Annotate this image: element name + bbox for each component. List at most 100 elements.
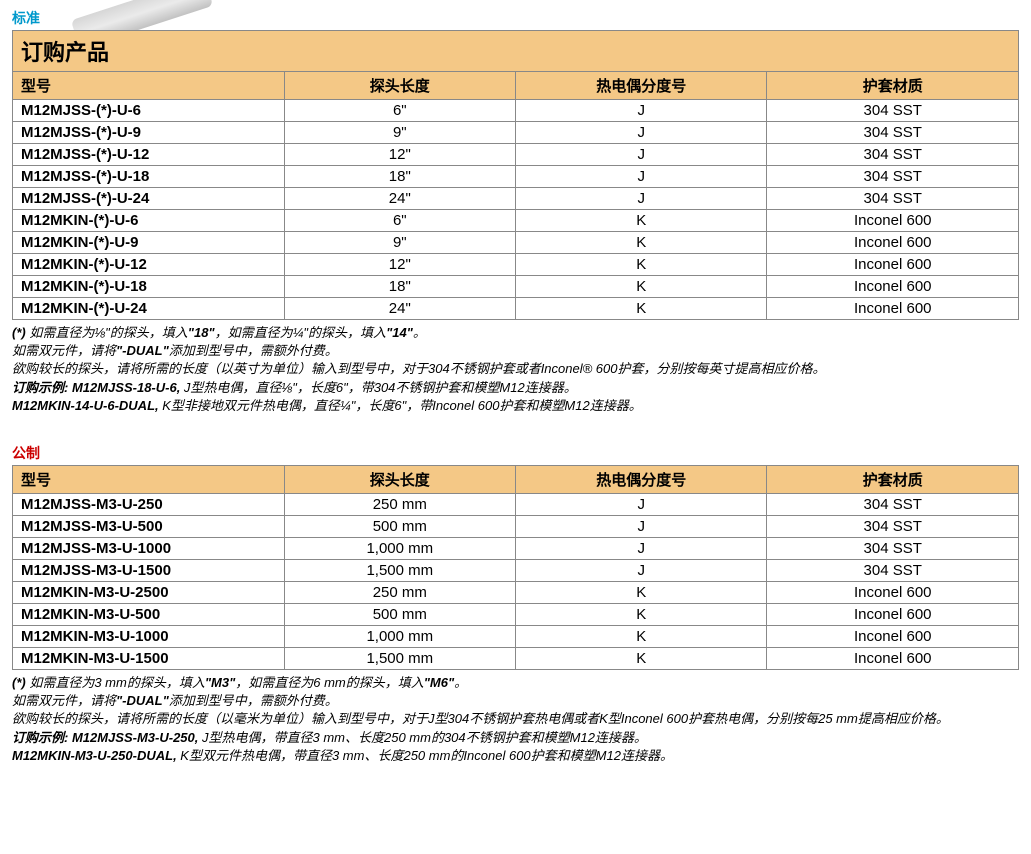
cell-length: 12" xyxy=(284,144,515,166)
table-row: M12MJSS-M3-U-10001,000 mmJ304 SST xyxy=(13,537,1019,559)
cell-mat: Inconel 600 xyxy=(767,232,1019,254)
table-row: M12MJSS-M3-U-15001,500 mmJ304 SST xyxy=(13,559,1019,581)
notes-metric: (*) 如需直径为3 mm的探头，填入"M3"，如需直径为6 mm的探头，填入"… xyxy=(12,674,1019,765)
cell-length: 250 mm xyxy=(284,493,515,515)
cell-model: M12MKIN-(*)-U-12 xyxy=(13,254,285,276)
cell-mat: Inconel 600 xyxy=(767,298,1019,320)
cell-tc: K xyxy=(515,298,767,320)
cell-tc: J xyxy=(515,188,767,210)
table-row: M12MJSS-(*)-U-1818"J304 SST xyxy=(13,166,1019,188)
order-title: 订购产品 xyxy=(12,30,1019,71)
col-model: 型号 xyxy=(13,72,285,100)
cell-mat: Inconel 600 xyxy=(767,276,1019,298)
cell-length: 500 mm xyxy=(284,603,515,625)
table-row: M12MKIN-(*)-U-99"KInconel 600 xyxy=(13,232,1019,254)
cell-model: M12MKIN-M3-U-1500 xyxy=(13,647,285,669)
cell-mat: Inconel 600 xyxy=(767,581,1019,603)
cell-mat: Inconel 600 xyxy=(767,625,1019,647)
table-row: M12MKIN-M3-U-15001,500 mmKInconel 600 xyxy=(13,647,1019,669)
cell-mat: 304 SST xyxy=(767,122,1019,144)
notes-standard: (*) 如需直径为⅛"的探头，填入"18"，如需直径为¼"的探头，填入"14"。… xyxy=(12,324,1019,415)
cell-model: M12MJSS-(*)-U-6 xyxy=(13,100,285,122)
cell-tc: K xyxy=(515,603,767,625)
cell-model: M12MJSS-M3-U-1500 xyxy=(13,559,285,581)
cell-tc: K xyxy=(515,276,767,298)
cell-tc: K xyxy=(515,625,767,647)
col-mat: 护套材质 xyxy=(767,72,1019,100)
cell-length: 1,000 mm xyxy=(284,625,515,647)
table-row: M12MKIN-(*)-U-66"KInconel 600 xyxy=(13,210,1019,232)
section-label-metric: 公制 xyxy=(12,443,1019,463)
cell-tc: K xyxy=(515,647,767,669)
cell-mat: Inconel 600 xyxy=(767,210,1019,232)
table-header-row: 型号 探头长度 热电偶分度号 护套材质 xyxy=(13,72,1019,100)
cell-model: M12MJSS-M3-U-1000 xyxy=(13,537,285,559)
table-row: M12MJSS-(*)-U-66"J304 SST xyxy=(13,100,1019,122)
cell-tc: J xyxy=(515,493,767,515)
cell-mat: Inconel 600 xyxy=(767,254,1019,276)
cell-model: M12MJSS-(*)-U-18 xyxy=(13,166,285,188)
cell-length: 1,500 mm xyxy=(284,559,515,581)
cell-tc: J xyxy=(515,515,767,537)
cell-model: M12MKIN-M3-U-1000 xyxy=(13,625,285,647)
table-row: M12MKIN-(*)-U-1818"KInconel 600 xyxy=(13,276,1019,298)
cell-tc: J xyxy=(515,144,767,166)
table-standard: 型号 探头长度 热电偶分度号 护套材质 M12MJSS-(*)-U-66"J30… xyxy=(12,71,1019,320)
cell-length: 18" xyxy=(284,276,515,298)
cell-model: M12MKIN-(*)-U-9 xyxy=(13,232,285,254)
cell-mat: Inconel 600 xyxy=(767,603,1019,625)
cell-tc: J xyxy=(515,559,767,581)
table-row: M12MKIN-(*)-U-2424"KInconel 600 xyxy=(13,298,1019,320)
cell-mat: 304 SST xyxy=(767,515,1019,537)
cell-tc: K xyxy=(515,581,767,603)
cell-mat: 304 SST xyxy=(767,144,1019,166)
cell-length: 18" xyxy=(284,166,515,188)
cell-length: 250 mm xyxy=(284,581,515,603)
col-length: 探头长度 xyxy=(284,465,515,493)
cell-length: 24" xyxy=(284,298,515,320)
table-row: M12MKIN-M3-U-10001,000 mmKInconel 600 xyxy=(13,625,1019,647)
cell-tc: J xyxy=(515,537,767,559)
cell-model: M12MKIN-(*)-U-24 xyxy=(13,298,285,320)
cell-mat: 304 SST xyxy=(767,559,1019,581)
cell-length: 1,500 mm xyxy=(284,647,515,669)
cell-tc: J xyxy=(515,122,767,144)
col-mat: 护套材质 xyxy=(767,465,1019,493)
cell-model: M12MJSS-M3-U-250 xyxy=(13,493,285,515)
cell-model: M12MJSS-M3-U-500 xyxy=(13,515,285,537)
cell-model: M12MKIN-(*)-U-6 xyxy=(13,210,285,232)
table-row: M12MJSS-(*)-U-2424"J304 SST xyxy=(13,188,1019,210)
cell-tc: J xyxy=(515,166,767,188)
table-row: M12MJSS-M3-U-250250 mmJ304 SST xyxy=(13,493,1019,515)
cell-mat: 304 SST xyxy=(767,493,1019,515)
cell-tc: K xyxy=(515,232,767,254)
table-header-row: 型号 探头长度 热电偶分度号 护套材质 xyxy=(13,465,1019,493)
cell-model: M12MJSS-(*)-U-24 xyxy=(13,188,285,210)
cell-length: 6" xyxy=(284,100,515,122)
cell-mat: 304 SST xyxy=(767,188,1019,210)
table-row: M12MJSS-(*)-U-99"J304 SST xyxy=(13,122,1019,144)
cell-length: 1,000 mm xyxy=(284,537,515,559)
cell-length: 12" xyxy=(284,254,515,276)
cell-tc: K xyxy=(515,210,767,232)
cell-length: 500 mm xyxy=(284,515,515,537)
cell-length: 6" xyxy=(284,210,515,232)
table-metric: 型号 探头长度 热电偶分度号 护套材质 M12MJSS-M3-U-250250 … xyxy=(12,465,1019,670)
cell-length: 9" xyxy=(284,122,515,144)
cell-mat: 304 SST xyxy=(767,166,1019,188)
col-length: 探头长度 xyxy=(284,72,515,100)
section-label-standard: 标准 xyxy=(12,8,1019,28)
cell-mat: 304 SST xyxy=(767,537,1019,559)
table-row: M12MKIN-(*)-U-1212"KInconel 600 xyxy=(13,254,1019,276)
table-row: M12MJSS-(*)-U-1212"J304 SST xyxy=(13,144,1019,166)
cell-length: 9" xyxy=(284,232,515,254)
table-row: M12MKIN-M3-U-500500 mmKInconel 600 xyxy=(13,603,1019,625)
cell-length: 24" xyxy=(284,188,515,210)
cell-tc: J xyxy=(515,100,767,122)
cell-model: M12MJSS-(*)-U-12 xyxy=(13,144,285,166)
cell-mat: Inconel 600 xyxy=(767,647,1019,669)
cell-tc: K xyxy=(515,254,767,276)
col-tc: 热电偶分度号 xyxy=(515,465,767,493)
cell-mat: 304 SST xyxy=(767,100,1019,122)
cell-model: M12MKIN-M3-U-500 xyxy=(13,603,285,625)
